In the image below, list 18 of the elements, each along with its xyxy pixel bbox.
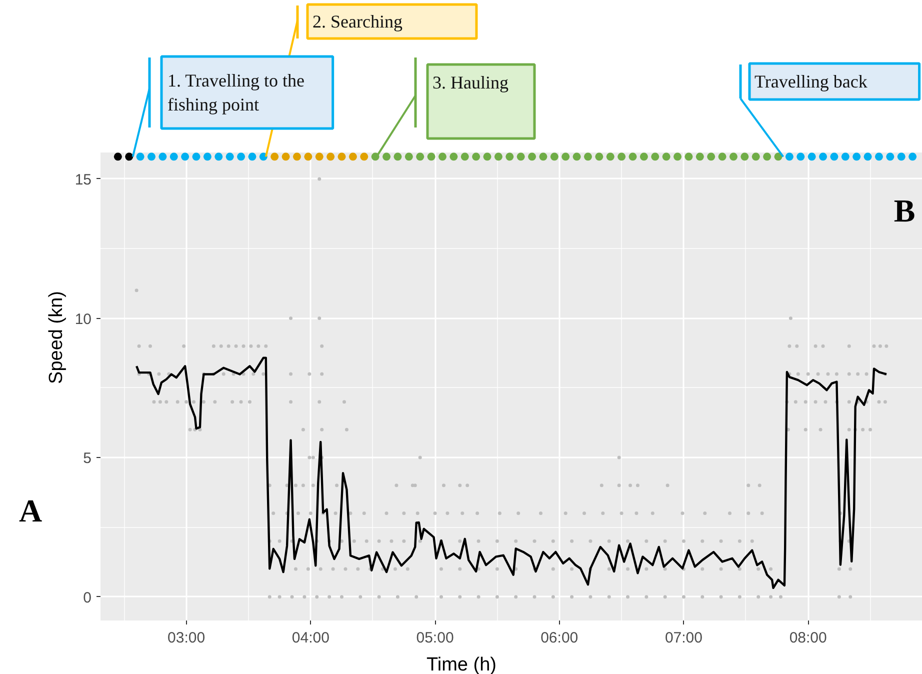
line-series xyxy=(135,356,888,590)
x-tick-label: 08:00 xyxy=(789,630,827,646)
y-tick-label: 5 xyxy=(83,450,92,468)
annotation: 1. Travelling to the fishing point xyxy=(168,70,305,114)
x-tick-label: 07:00 xyxy=(664,630,703,646)
annotation: 2. Searching xyxy=(312,12,402,32)
y-tick-label: 0 xyxy=(83,589,92,606)
x-tick-label: 06:00 xyxy=(540,630,578,646)
x-tick-label: 04:00 xyxy=(292,630,330,646)
y-tick-label: 10 xyxy=(74,310,92,328)
annotation: Travelling back xyxy=(754,72,868,92)
x-tick-label: 05:00 xyxy=(416,630,454,646)
y-tick-label: 15 xyxy=(74,171,92,188)
x-tick-label: 03:00 xyxy=(168,630,206,646)
y-axis-title: Speed (kn) xyxy=(46,291,67,384)
text: A xyxy=(18,492,42,528)
annotation: B xyxy=(894,192,916,228)
annotation: 3. Hauling xyxy=(432,72,508,92)
